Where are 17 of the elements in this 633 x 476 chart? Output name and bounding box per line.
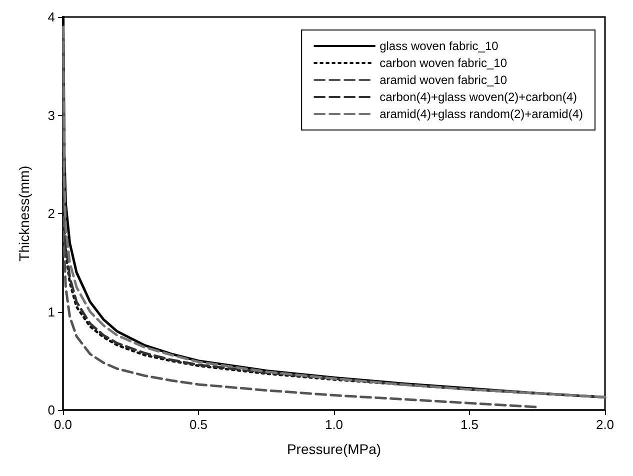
x-axis-title: Pressure(MPa) (286, 441, 382, 457)
y-tick-label: 1 (48, 304, 55, 320)
legend-label: carbon(4)+glass woven(2)+carbon(4) (380, 90, 578, 104)
legend-label: aramid(4)+glass random(2)+aramid(4) (380, 107, 584, 121)
y-tick-label: 4 (48, 10, 55, 24)
x-tick-label: 0.0 (54, 417, 72, 432)
y-tick-label: 2 (48, 206, 55, 221)
legend-label: carbon woven fabric_10 (380, 56, 508, 70)
legend-label: glass woven fabric_10 (380, 39, 499, 53)
x-tick-label: 0.5 (189, 417, 208, 432)
x-tick-label: 1.0 (324, 417, 344, 432)
y-tick-label: 0 (48, 402, 55, 418)
y-axis-title: Thickness(mm) (16, 166, 32, 262)
legend-label: aramid woven fabric_10 (380, 73, 508, 87)
x-tick-label: 2.0 (596, 417, 614, 432)
y-tick-label: 3 (48, 108, 55, 123)
x-tick-label: 1.5 (460, 417, 479, 432)
